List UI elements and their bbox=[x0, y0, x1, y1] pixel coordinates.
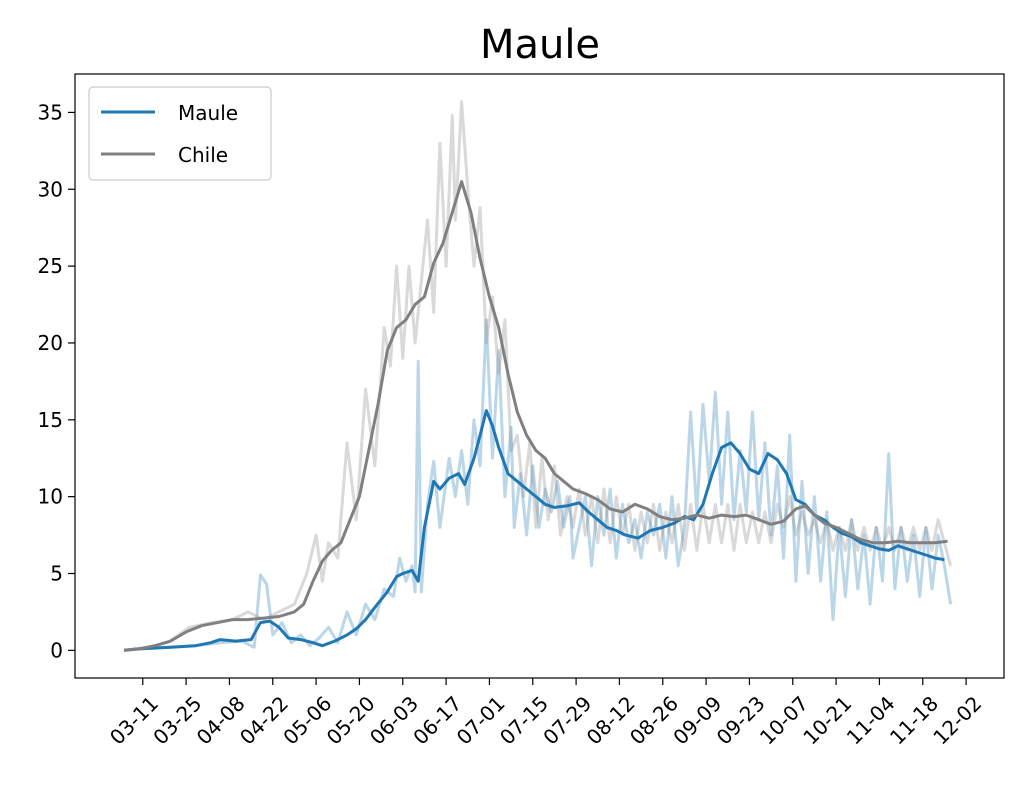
y-axis: 0 5 10 15 20 25 30 35 bbox=[38, 100, 75, 662]
y-tick-label: 5 bbox=[50, 561, 63, 585]
y-tick-label: 30 bbox=[38, 177, 63, 201]
series-lines bbox=[124, 180, 948, 652]
chart-title: Maule bbox=[480, 22, 600, 68]
legend-label-maule: Maule bbox=[178, 101, 238, 125]
y-tick-label: 25 bbox=[38, 254, 63, 278]
y-tick-label: 20 bbox=[38, 331, 63, 355]
series-line-chile bbox=[124, 180, 948, 652]
legend-box bbox=[88, 86, 272, 181]
raw-series-line-maule bbox=[124, 318, 953, 652]
y-tick-label: 15 bbox=[38, 408, 63, 432]
y-tick-label: 10 bbox=[38, 485, 63, 509]
legend-label-chile: Chile bbox=[178, 143, 228, 167]
plot-frame bbox=[74, 73, 1005, 679]
plot-area bbox=[74, 73, 1005, 679]
legend: Maule Chile bbox=[88, 86, 272, 181]
y-tick-label: 35 bbox=[38, 100, 63, 124]
y-tick-label: 0 bbox=[50, 638, 63, 662]
